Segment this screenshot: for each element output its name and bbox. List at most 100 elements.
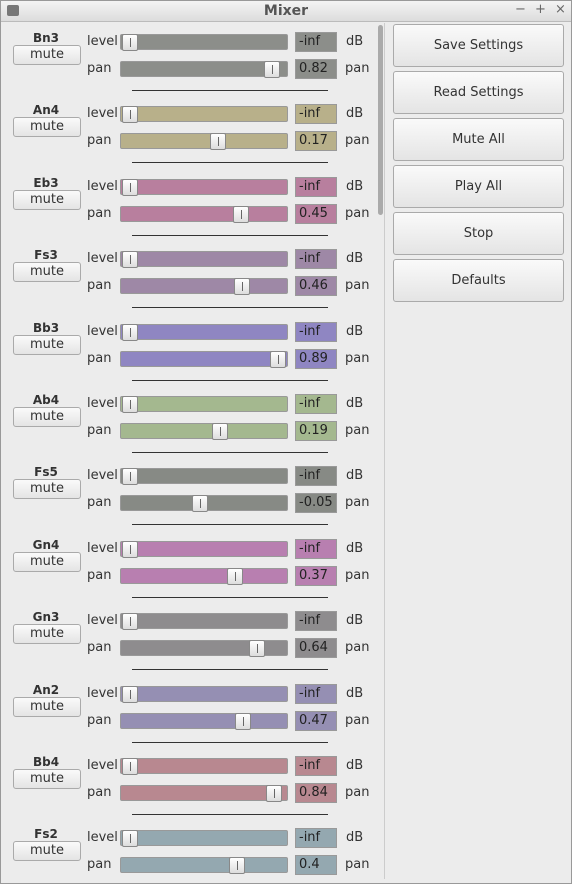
level-slider[interactable] [120,106,288,124]
level-unit: dB [346,106,364,122]
pan-slider[interactable] [120,350,288,368]
pan-unit: pan [345,423,370,438]
level-unit: dB [346,468,364,484]
separator [132,379,328,381]
level-slider[interactable] [120,613,288,631]
pan-slider[interactable] [120,785,288,802]
action-button[interactable]: Stop [393,212,564,255]
pan-value: 0.84 [295,783,337,803]
level-slider[interactable] [120,396,288,413]
pan-label: pan [87,350,112,366]
pan-value: 0.4 [295,855,337,876]
pan-slider[interactable] [120,640,288,658]
mute-button[interactable]: mute [13,479,81,500]
level-slider[interactable] [120,830,288,848]
pan-slider[interactable] [120,423,288,440]
level-handle[interactable] [122,685,138,703]
level-handle[interactable] [122,613,138,631]
window-title: Mixer [263,3,309,19]
action-button[interactable]: Defaults [393,259,564,302]
separator [132,741,328,743]
level-handle[interactable] [122,178,138,196]
pan-unit: pan [345,205,370,221]
pan-value: 0.89 [295,348,337,369]
level-handle[interactable] [122,251,138,269]
pan-slider[interactable] [120,712,288,730]
level-handle[interactable] [122,468,138,486]
pan-handle[interactable] [265,785,282,802]
level-unit: dB [346,251,364,267]
level-slider[interactable] [120,468,288,486]
level-handle[interactable] [122,396,138,413]
pan-handle[interactable] [235,712,251,730]
level-label: level [87,468,118,484]
mute-button[interactable]: mute [13,551,81,572]
pan-handle[interactable] [234,278,251,296]
pan-label: pan [87,205,112,221]
scrollbar[interactable] [378,25,383,215]
minimize[interactable]: − [515,2,526,17]
mute-button[interactable]: mute [13,189,81,210]
level-unit: dB [346,323,364,339]
level-unit: dB [346,758,364,773]
mute-button[interactable]: mute [13,334,81,355]
maximize[interactable]: + [535,2,546,17]
pan-label: pan [87,278,112,294]
action-button[interactable]: Mute All [393,118,564,161]
pan-handle[interactable] [226,567,243,585]
mute-button[interactable]: mute [13,624,81,645]
level-slider[interactable] [120,540,288,558]
pan-handle[interactable] [210,133,227,151]
app-icon [7,5,19,16]
pan-value: 0.17 [295,131,337,152]
level-slider[interactable] [120,758,288,775]
level-slider[interactable] [120,685,288,703]
mute-button[interactable]: mute [13,117,81,138]
action-button[interactable]: Play All [393,165,564,208]
pan-label: pan [87,133,112,149]
level-slider[interactable] [120,178,288,196]
pan-slider[interactable] [120,205,288,223]
pan-value: 0.46 [295,276,337,297]
close[interactable]: × [555,2,566,17]
mute-button[interactable]: mute [13,769,81,789]
channel-name: Eb3 [33,175,59,190]
pan-handle[interactable] [229,857,246,875]
mute-button[interactable]: mute [13,841,81,862]
action-button[interactable]: Read Settings [393,71,564,114]
pan-slider[interactable] [120,857,288,875]
level-handle[interactable] [122,323,138,341]
pan-slider[interactable] [120,495,288,513]
level-slider[interactable] [120,323,288,341]
separator [132,669,328,671]
pan-handle[interactable] [233,205,250,223]
pan-slider[interactable] [120,133,288,151]
level-handle[interactable] [122,106,138,124]
level-value: -inf [295,538,337,559]
pan-label: pan [87,567,112,583]
pan-handle[interactable] [211,423,228,440]
level-handle[interactable] [122,758,138,775]
level-slider[interactable] [120,251,288,269]
pan-handle[interactable] [191,495,208,513]
level-label: level [87,178,118,194]
mute-button[interactable]: mute [13,407,81,427]
mute-button[interactable]: mute [13,262,81,283]
level-handle[interactable] [122,34,138,51]
level-unit: dB [346,178,364,194]
pan-unit: pan [345,61,370,76]
pan-handle[interactable] [249,640,266,658]
pan-handle[interactable] [269,350,286,368]
level-handle[interactable] [122,830,138,848]
pan-slider[interactable] [120,61,288,78]
level-slider[interactable] [120,34,288,51]
pan-handle[interactable] [264,61,281,78]
mute-button[interactable]: mute [13,696,81,717]
level-label: level [87,685,118,701]
mute-button[interactable]: mute [13,45,81,65]
action-button[interactable]: Save Settings [393,24,564,67]
pan-slider[interactable] [120,278,288,296]
level-handle[interactable] [122,540,138,558]
pan-slider[interactable] [120,567,288,585]
channel-name: An2 [32,682,60,697]
